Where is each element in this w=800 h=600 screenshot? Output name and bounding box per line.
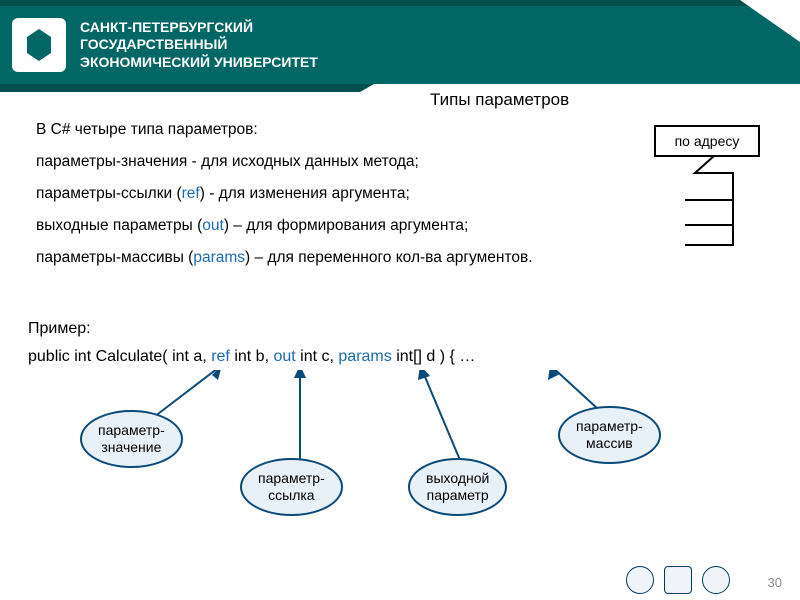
uni-line2: ГОСУДАРСТВЕННЫЙ <box>80 36 318 54</box>
callout-ref: параметр-ссылка <box>240 458 343 516</box>
keyword-out: out <box>202 217 224 234</box>
callout-value: параметр-значение <box>80 410 183 468</box>
university-logo <box>12 18 66 72</box>
example-label: Пример: <box>28 320 475 338</box>
address-box: по адресу <box>654 125 760 157</box>
keyword-ref: ref <box>182 185 200 202</box>
header-notch <box>740 0 800 42</box>
footer-logo-3 <box>702 566 730 594</box>
page-number: 30 <box>768 575 782 590</box>
callout-out: выходнойпараметр <box>408 458 507 516</box>
footer-logos <box>626 566 730 594</box>
uni-line1: САНКТ-ПЕТЕРБУРГСКИЙ <box>80 19 318 37</box>
bracket-connector <box>645 155 745 275</box>
slide-title: Типы параметров <box>430 90 569 110</box>
footer-logo-1 <box>626 566 654 594</box>
callout-params: параметр-массив <box>558 406 661 464</box>
header-stripe <box>0 84 800 92</box>
code-line: public int Calculate( int a, ref int b, … <box>28 348 475 366</box>
code-ref: ref <box>211 348 230 365</box>
example-block: Пример: public int Calculate( int a, ref… <box>28 320 475 376</box>
footer-logo-2 <box>664 566 692 594</box>
keyword-params: params <box>193 249 245 266</box>
code-out: out <box>273 348 295 365</box>
university-name: САНКТ-ПЕТЕРБУРГСКИЙ ГОСУДАРСТВЕННЫЙ ЭКОН… <box>80 19 318 72</box>
code-params: params <box>338 348 391 365</box>
callouts-layer: параметр-значение параметр-ссылка выходн… <box>0 370 800 550</box>
header: САНКТ-ПЕТЕРБУРГСКИЙ ГОСУДАРСТВЕННЫЙ ЭКОН… <box>0 0 800 84</box>
uni-line3: ЭКОНОМИЧЕСКИЙ УНИВЕРСИТЕТ <box>80 54 318 72</box>
